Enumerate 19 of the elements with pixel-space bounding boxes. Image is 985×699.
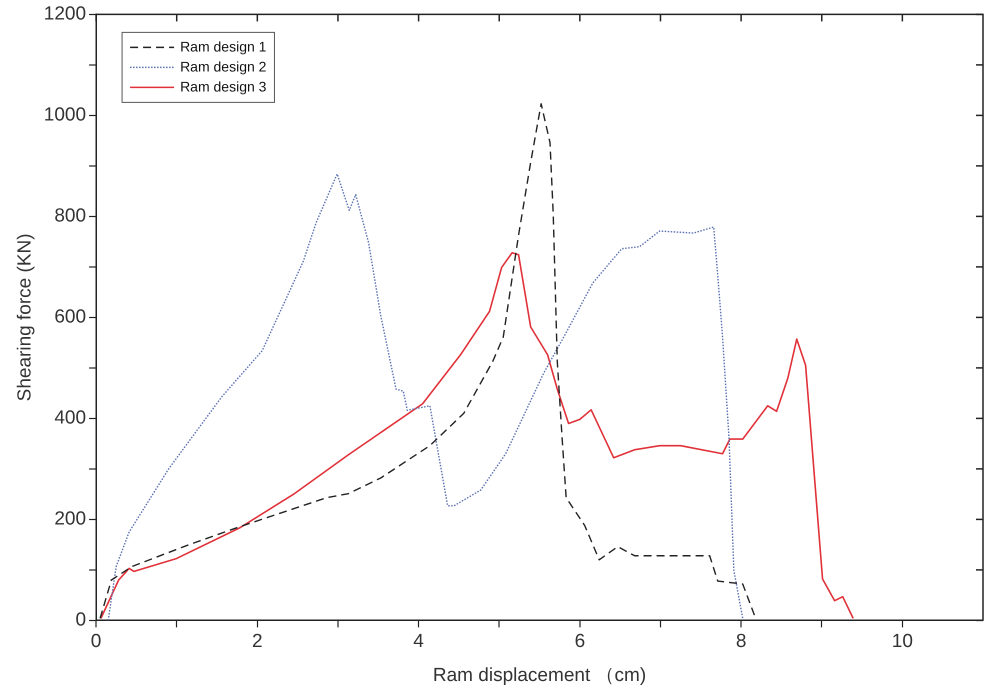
y-tick-label: 200 (54, 508, 86, 530)
y-tick-label: 1000 (44, 104, 86, 126)
y-tick-label: 0 (75, 610, 86, 631)
x-tick-label: 10 (892, 631, 913, 652)
legend-label: Ram design 3 (180, 78, 267, 94)
x-tick-label: 0 (90, 631, 102, 652)
x-tick-label: 6 (574, 631, 586, 652)
line-series (107, 173, 744, 620)
x-tick-label: 8 (736, 631, 746, 652)
legend-label: Ram design 1 (180, 38, 267, 54)
y-axis-title: Shearing force (KN) (14, 233, 36, 402)
legend-label: Ram design 2 (180, 58, 267, 74)
y-tick-label: 600 (54, 306, 86, 328)
x-tick-label: 2 (252, 631, 263, 652)
y-tick-label: 800 (54, 206, 86, 227)
x-tick-label: 4 (413, 631, 424, 652)
x-axis-title: Ram displacement （cm) (432, 664, 646, 686)
y-tick-label: 400 (54, 408, 86, 429)
y-tick-label: 1200 (44, 4, 86, 25)
